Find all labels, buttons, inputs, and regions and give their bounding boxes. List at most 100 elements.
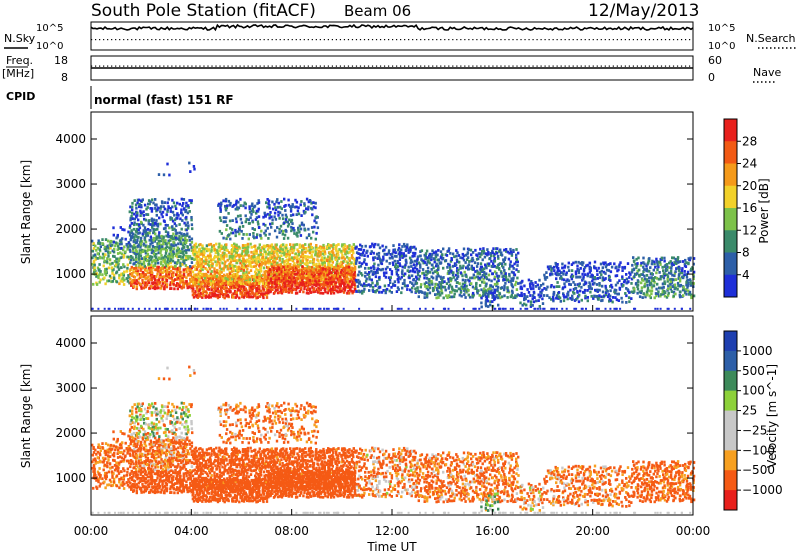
power-cell xyxy=(138,264,141,267)
power-cell xyxy=(248,207,251,211)
power-cell xyxy=(439,286,443,290)
power-cell xyxy=(218,277,222,281)
power-cell xyxy=(252,210,255,214)
power-cell xyxy=(166,210,169,213)
power-cell xyxy=(244,272,248,276)
power-cell xyxy=(616,281,619,285)
power-cell xyxy=(230,231,233,235)
power-cell xyxy=(134,253,138,257)
power-cell xyxy=(238,278,241,282)
power-cell xyxy=(384,267,388,271)
power-cell xyxy=(213,270,216,273)
power-cell xyxy=(546,265,550,269)
power-cell xyxy=(317,286,320,290)
power-cell xyxy=(208,252,212,256)
power-cell xyxy=(573,283,577,287)
power-cell xyxy=(576,296,579,300)
power-cell xyxy=(218,249,221,253)
power-cell xyxy=(132,285,135,288)
power-cell xyxy=(112,240,115,244)
power-cell xyxy=(487,273,491,277)
power-cell xyxy=(227,267,230,271)
power-cell xyxy=(255,296,258,300)
power-cell xyxy=(254,275,257,279)
power-cell xyxy=(102,264,105,268)
power-cell xyxy=(576,290,579,293)
power-cell xyxy=(161,264,165,267)
power-cell xyxy=(120,252,124,256)
power-cell xyxy=(258,272,261,276)
power-cell xyxy=(225,216,228,220)
power-cell xyxy=(313,269,316,273)
power-cell xyxy=(442,276,445,279)
power-cell xyxy=(358,280,361,284)
power-cell xyxy=(103,276,106,280)
power-cell xyxy=(291,251,294,255)
power-cell xyxy=(295,285,299,289)
nave-point xyxy=(456,65,458,67)
power-cell xyxy=(261,253,265,256)
power-cell xyxy=(555,265,559,269)
power-cell xyxy=(435,283,438,286)
power-cell xyxy=(351,283,354,286)
power-cell xyxy=(287,203,291,207)
power-cell xyxy=(589,285,592,289)
power-cell xyxy=(458,282,461,285)
power-cell xyxy=(368,289,371,292)
power-cell xyxy=(325,269,328,273)
power-cell xyxy=(149,248,152,252)
power-cell xyxy=(223,263,226,266)
power-cell xyxy=(166,231,170,235)
power-cell xyxy=(523,284,526,288)
power-cell xyxy=(176,237,179,241)
power-cell xyxy=(425,249,429,253)
power-cell xyxy=(310,254,313,257)
power-cell xyxy=(428,254,432,258)
power-cell xyxy=(570,263,574,266)
power-cell xyxy=(178,235,181,238)
power-cell xyxy=(207,274,210,278)
power-cell xyxy=(269,244,272,248)
power-cell xyxy=(437,286,440,290)
power-cell xyxy=(470,258,473,262)
power-cell xyxy=(192,248,195,252)
power-cell xyxy=(165,278,168,282)
power-cell xyxy=(201,290,204,294)
power-cell xyxy=(534,281,537,284)
power-cell xyxy=(317,272,320,276)
power-cell xyxy=(140,272,143,276)
power-cell xyxy=(235,199,238,203)
power-cell xyxy=(106,279,109,283)
power-cell xyxy=(352,262,356,266)
power-cell xyxy=(354,267,357,271)
power-cell xyxy=(139,204,143,207)
power-cell xyxy=(247,245,250,249)
power-cell xyxy=(96,257,99,260)
power-cell xyxy=(294,252,297,256)
power-cell xyxy=(107,251,110,255)
power-cell xyxy=(552,285,556,289)
power-cell xyxy=(493,270,497,274)
power-cell xyxy=(166,260,169,264)
power-cell xyxy=(237,245,241,249)
power-cell xyxy=(506,289,510,293)
power-cell xyxy=(154,246,157,249)
power-cell xyxy=(166,208,169,212)
power-cell xyxy=(178,265,181,269)
power-cell xyxy=(571,274,575,278)
power-cell xyxy=(435,264,438,268)
power-cell xyxy=(362,290,365,293)
power-cell xyxy=(526,288,529,291)
power-cell xyxy=(415,275,418,279)
power-cell xyxy=(234,247,237,251)
nsearch-point xyxy=(135,39,137,41)
power-cell xyxy=(248,295,251,299)
power-cell xyxy=(560,271,564,275)
power-cell xyxy=(156,224,160,228)
nsearch-point xyxy=(648,39,651,41)
power-cell xyxy=(284,274,288,278)
power-cell xyxy=(342,275,346,279)
power-cell xyxy=(531,294,535,297)
power-cell xyxy=(187,272,190,276)
power-cell xyxy=(304,267,307,270)
